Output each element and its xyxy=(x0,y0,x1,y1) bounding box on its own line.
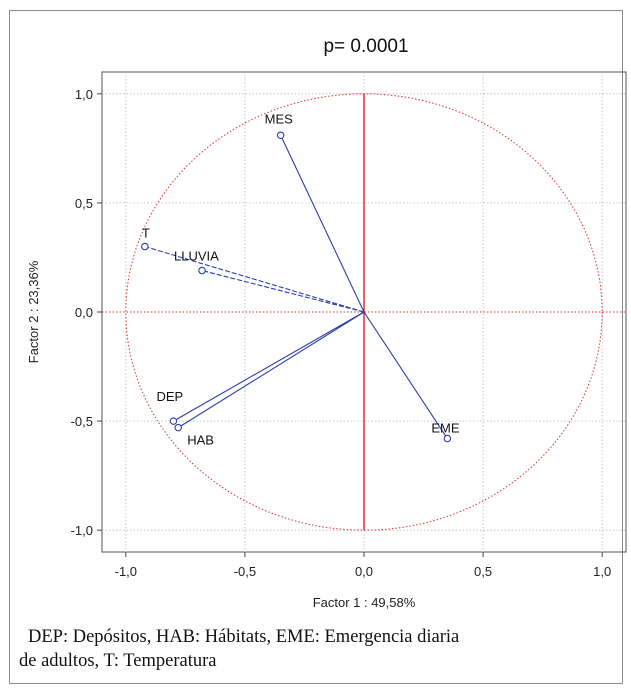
figure-frame xyxy=(9,10,623,684)
point-mes xyxy=(276,131,285,140)
vector-eme xyxy=(363,311,448,439)
point-dep xyxy=(169,417,178,425)
pca-correlation-circle-chart: MES T LLUVIA DEP HAB EME -1,0 1,0 -0,5 0,5 0,0 0,0… xyxy=(26,36,631,610)
point-label-mes: MES xyxy=(265,111,294,126)
plot-area xyxy=(69,70,631,556)
point-label-dep: DEP xyxy=(156,389,183,404)
y-tick-label: 1,0 xyxy=(75,87,93,102)
vector-t xyxy=(144,246,365,313)
x-tick-label: -1,0 xyxy=(115,564,137,579)
caption-line-1: DEP: Depósitos, HAB: Hábitats, EME: Emer… xyxy=(28,627,460,647)
vectors-layer: MES T LLUVIA DEP HAB EME xyxy=(141,111,460,448)
point-t xyxy=(141,242,149,251)
y-tick-label: 0,0 xyxy=(75,305,93,320)
x-axis-label: Factor 1 : 49,58% xyxy=(313,595,416,610)
point-label-t: T xyxy=(142,226,150,241)
point-label-eme: EME xyxy=(431,421,460,436)
point-eme xyxy=(443,434,452,443)
point-label-hab: HAB xyxy=(187,433,214,448)
y-axis-label: Factor 2 : 23,36% xyxy=(26,260,41,363)
vector-mes xyxy=(280,135,365,313)
x-tick-label: 0,0 xyxy=(355,564,373,579)
caption-line-2: de adultos, T: Temperatura xyxy=(19,651,217,671)
vector-dep xyxy=(173,311,365,422)
x-tick-label: -0,5 xyxy=(234,564,256,579)
chart-title: p= 0.0001 xyxy=(323,36,408,57)
point-label-lluvia: LLUVIA xyxy=(174,249,219,264)
point-hab xyxy=(174,423,182,432)
y-tick-label: -1,0 xyxy=(71,523,93,538)
vector-lluvia xyxy=(201,270,365,313)
ticks-layer: -1,0 1,0 -0,5 0,5 0,0 0,0 0,5 -0,5 1,0 -1,0 xyxy=(71,87,612,579)
x-tick-label: 1,0 xyxy=(593,564,611,579)
figure-caption: DEP: Depósitos, HAB: Hábitats, EME: Emer… xyxy=(19,625,619,673)
y-tick-label: 0,5 xyxy=(75,196,93,211)
x-tick-label: 0,5 xyxy=(474,564,492,579)
point-lluvia xyxy=(198,266,206,275)
vector-hab xyxy=(177,311,365,429)
y-tick-label: -0,5 xyxy=(71,414,93,429)
